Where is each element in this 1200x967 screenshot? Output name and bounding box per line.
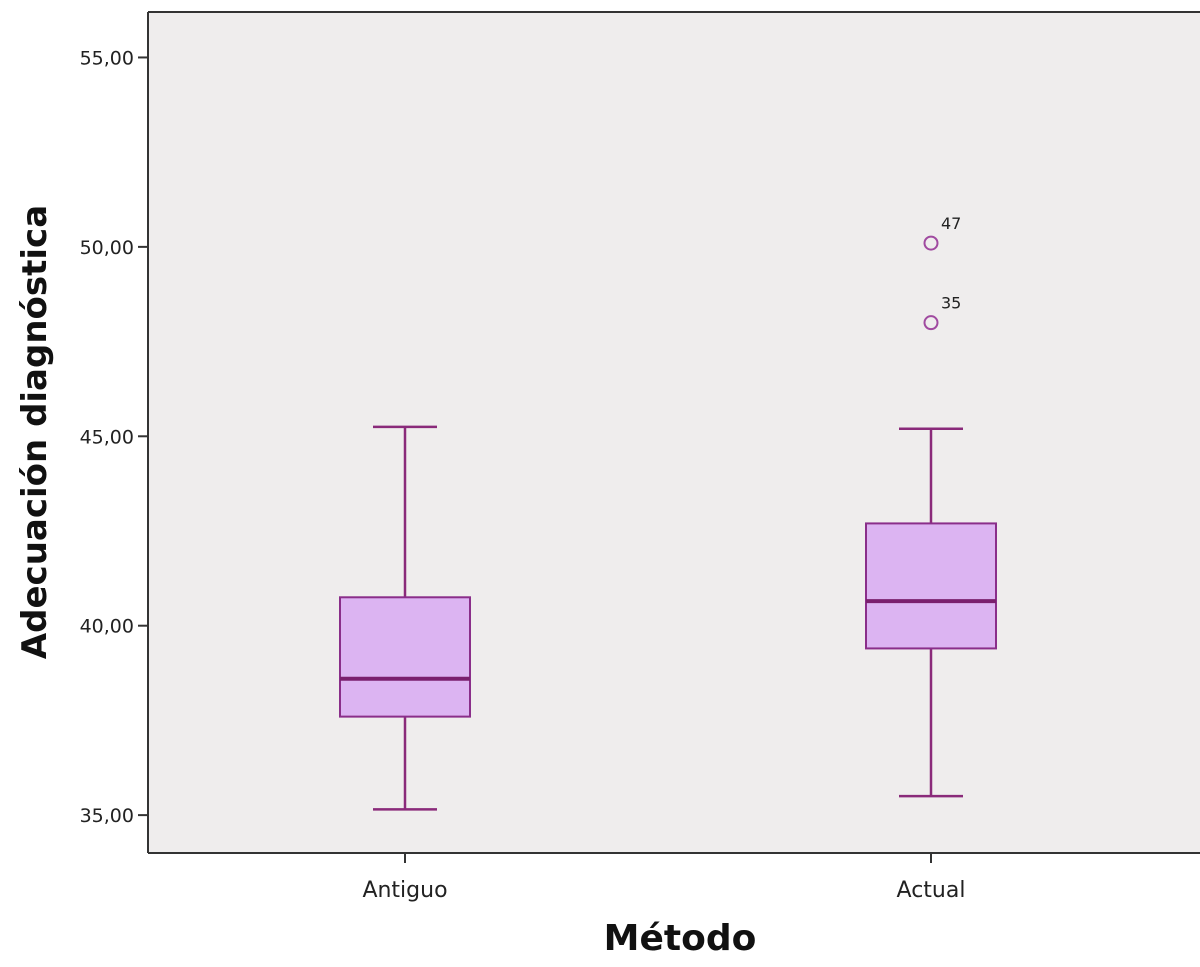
- y-tick-label: 50,00: [80, 237, 134, 259]
- box-iqr: [865, 522, 997, 650]
- box-actual: 47 35: [865, 214, 997, 798]
- box-iqr: [339, 596, 471, 718]
- x-tick-label: Actual: [897, 878, 966, 903]
- y-axis: 35,00 40,00 45,00 50,00 55,00: [80, 47, 148, 827]
- outlier-point: [923, 235, 939, 251]
- box-antiguo: [339, 425, 471, 811]
- y-tick-label: 40,00: [80, 616, 134, 638]
- outlier-point: [923, 315, 939, 331]
- outlier-label: 47: [941, 214, 961, 233]
- x-tick-label: Antiguo: [362, 878, 447, 903]
- y-axis-title: Adecuación diagnóstica: [15, 205, 55, 659]
- boxes: 47 35: [339, 214, 997, 811]
- x-axis-title: Método: [604, 918, 757, 959]
- y-tick-label: 35,00: [80, 805, 134, 827]
- x-axis: Antiguo Actual: [362, 853, 965, 903]
- y-tick-label: 55,00: [80, 47, 134, 69]
- y-tick-label: 45,00: [80, 426, 134, 448]
- plot-area: [148, 12, 1200, 853]
- outlier-label: 35: [941, 294, 961, 313]
